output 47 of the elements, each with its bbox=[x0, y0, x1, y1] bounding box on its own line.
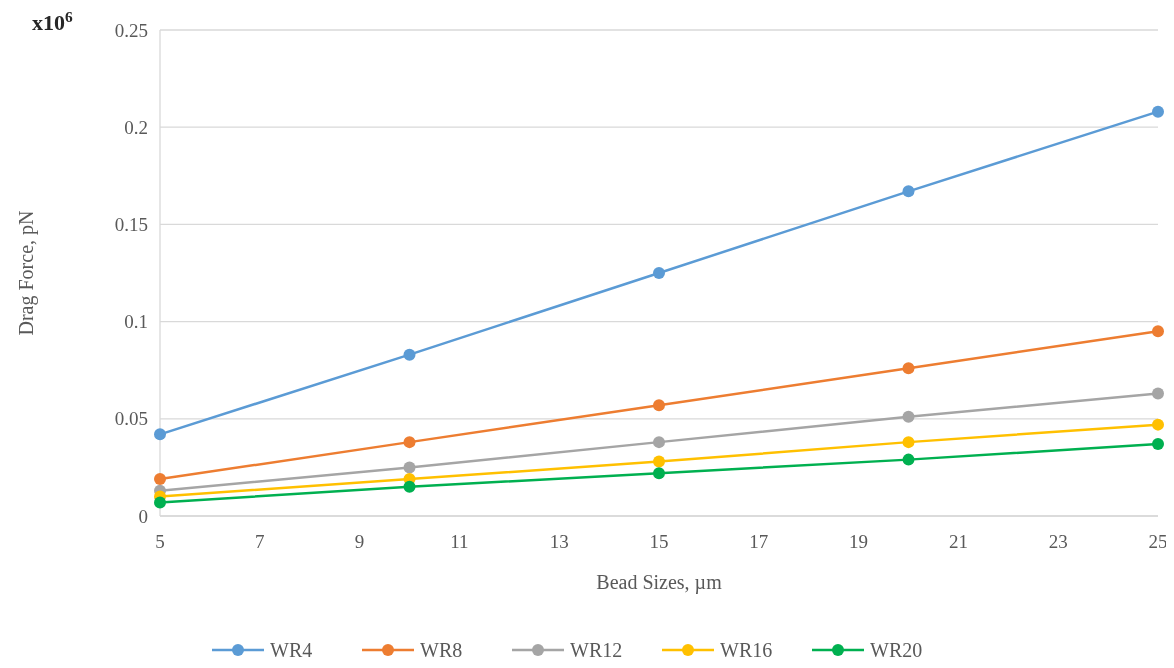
x-axis-title: Bead Sizes, µm bbox=[596, 571, 723, 594]
x-tick-label: 19 bbox=[849, 531, 869, 552]
point bbox=[653, 399, 665, 412]
legend-label: WR12 bbox=[570, 639, 623, 661]
point bbox=[154, 428, 166, 441]
point bbox=[403, 436, 416, 449]
y-tick-label: 0.05 bbox=[114, 408, 148, 430]
y-tick-label: 0 bbox=[138, 505, 148, 527]
x-tick-label: 11 bbox=[450, 531, 469, 552]
point bbox=[403, 461, 416, 474]
point bbox=[154, 496, 166, 509]
point bbox=[403, 348, 416, 361]
x-tick-label: 23 bbox=[1048, 531, 1068, 552]
point bbox=[902, 410, 915, 423]
point bbox=[1152, 438, 1164, 451]
point bbox=[902, 362, 915, 375]
x-tick-label: 15 bbox=[649, 531, 669, 552]
x-tick-label: 13 bbox=[549, 531, 569, 552]
y-axis-title: Drag Force, pN bbox=[15, 210, 38, 336]
x-tick-label: 21 bbox=[948, 531, 968, 552]
legend-label: WR8 bbox=[420, 639, 463, 661]
point bbox=[902, 453, 915, 466]
point bbox=[1152, 418, 1164, 431]
legend-label: WR16 bbox=[720, 639, 773, 661]
x-tick-label: 9 bbox=[354, 531, 365, 552]
point bbox=[902, 436, 915, 449]
point bbox=[154, 473, 166, 486]
x-tick-label: 7 bbox=[255, 531, 265, 552]
y-tick-label: 0.1 bbox=[124, 311, 148, 333]
point bbox=[1152, 325, 1164, 338]
point bbox=[1152, 387, 1164, 400]
point bbox=[653, 267, 665, 279]
y-tick-label: 0.2 bbox=[124, 116, 148, 138]
x-tick-label: 5 bbox=[155, 531, 165, 552]
text: x10$^{6}$ bbox=[32, 7, 73, 35]
y-tick-label: 0.25 bbox=[114, 19, 148, 41]
point bbox=[653, 436, 665, 449]
point bbox=[403, 480, 416, 493]
legend-label: WR20 bbox=[870, 639, 923, 661]
legend-label: WR4 bbox=[270, 639, 313, 661]
point bbox=[653, 467, 665, 480]
x-tick-label: 17 bbox=[749, 531, 769, 552]
x-tick-label: 25 bbox=[1148, 531, 1168, 552]
point bbox=[1152, 105, 1164, 118]
y-tick-label: 0.15 bbox=[114, 214, 148, 236]
point bbox=[653, 455, 665, 468]
point bbox=[902, 185, 915, 198]
